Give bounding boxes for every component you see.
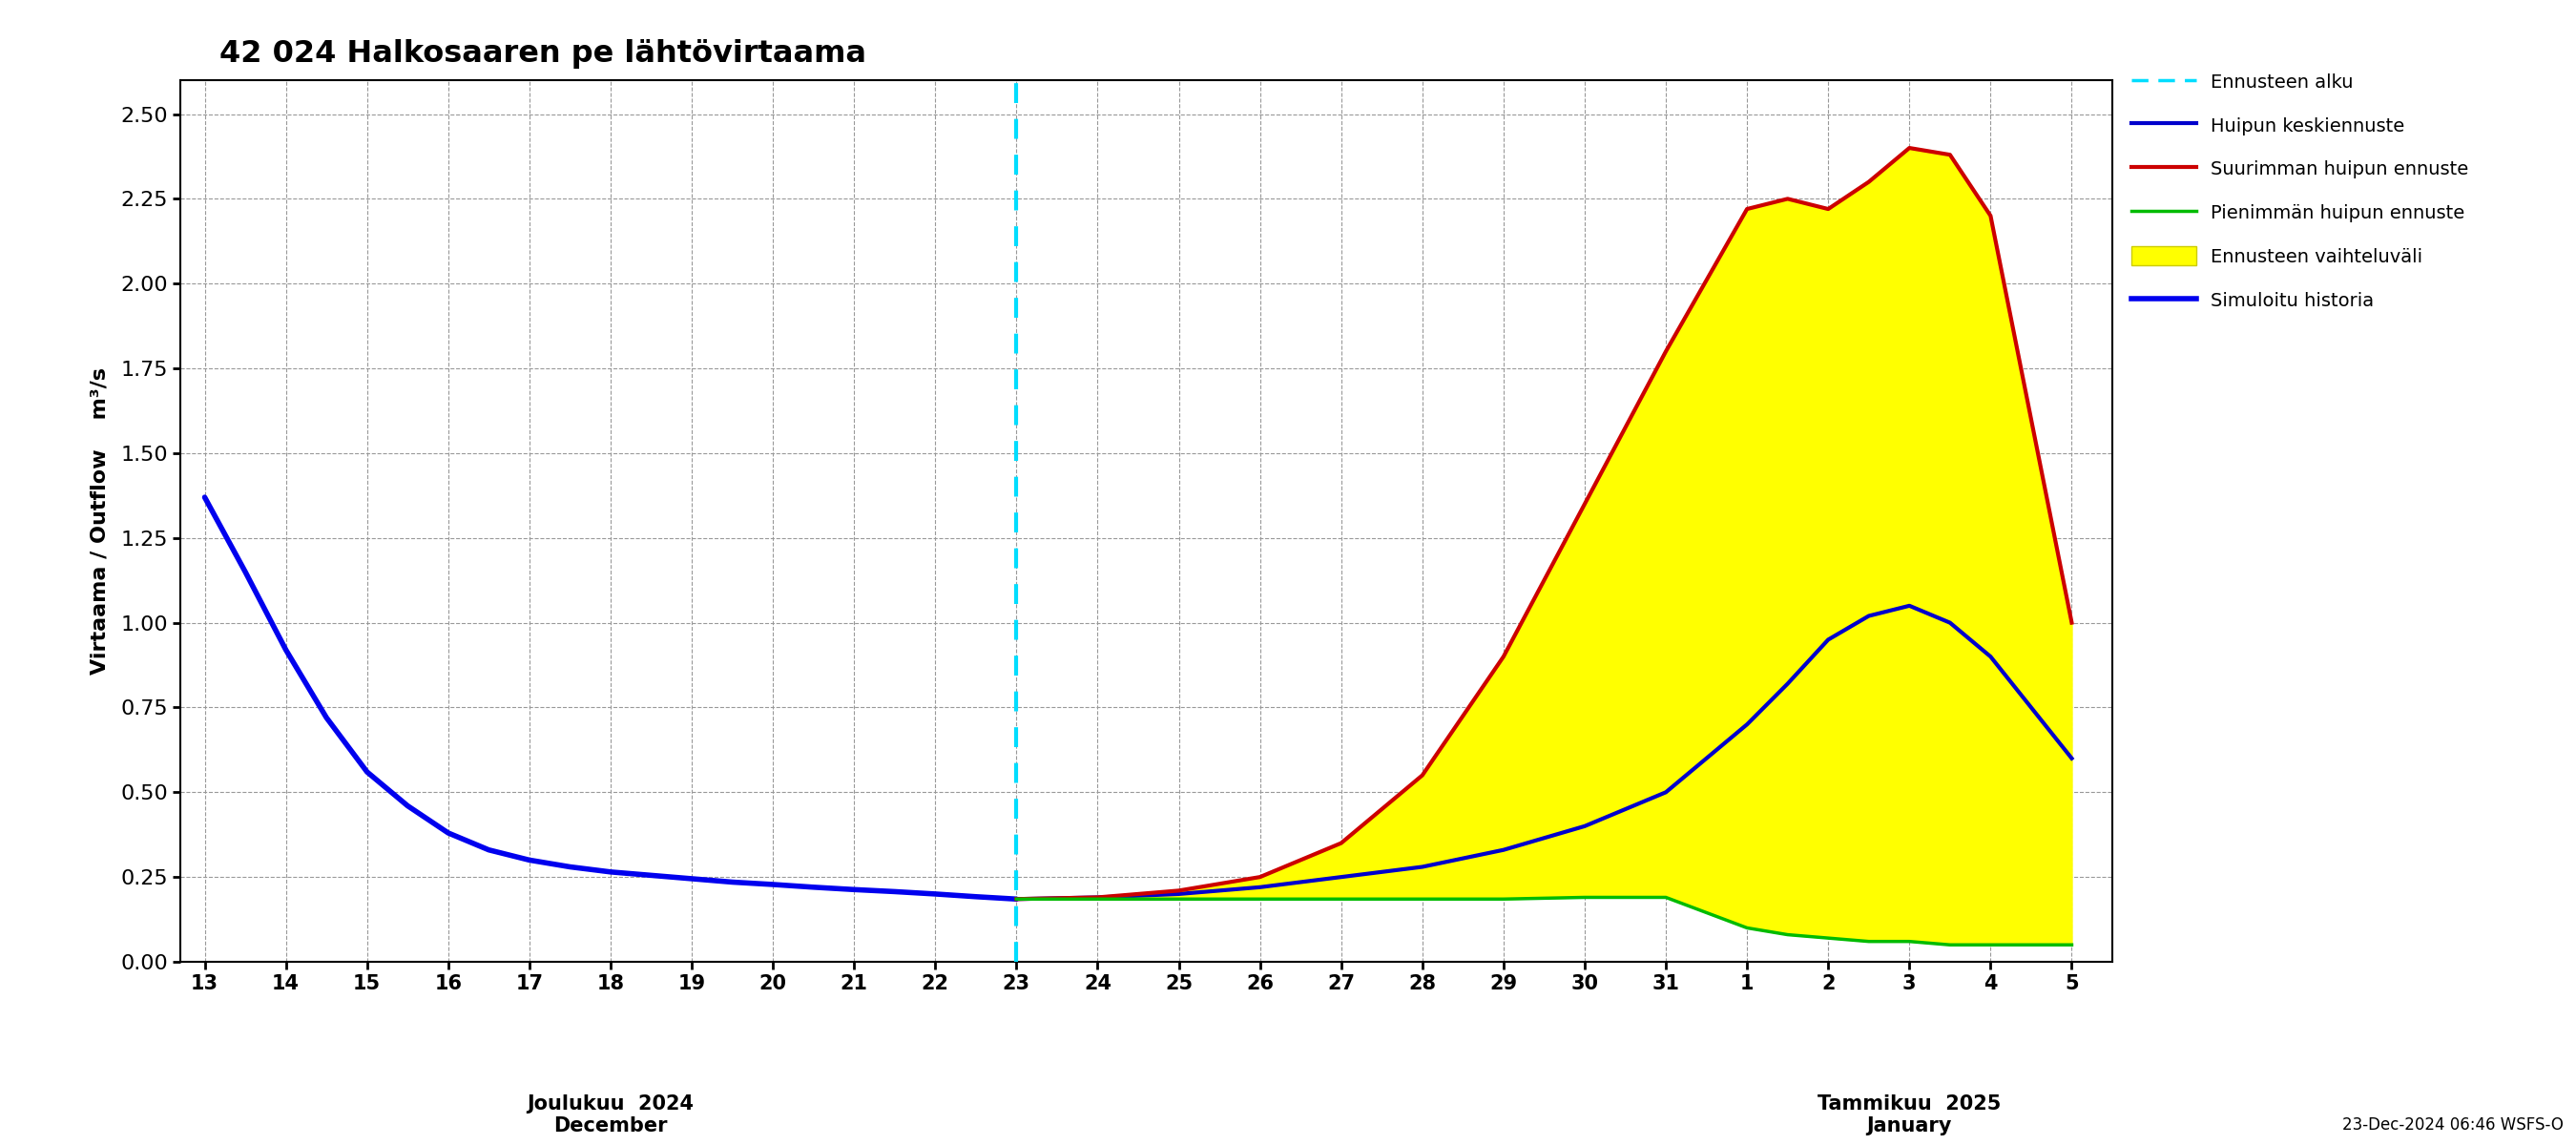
Legend: Ennusteen alku, Huipun keskiennuste, Suurimman huipun ennuste, Pienimmän huipun : Ennusteen alku, Huipun keskiennuste, Suu… <box>2130 72 2468 310</box>
Text: Tammikuu  2025
January: Tammikuu 2025 January <box>1819 1095 2002 1135</box>
Text: 42 024 Halkosaaren pe lähtövirtaama: 42 024 Halkosaaren pe lähtövirtaama <box>219 39 866 69</box>
Text: Joulukuu  2024
December: Joulukuu 2024 December <box>528 1095 693 1135</box>
Y-axis label: Virtaama / Outflow    m³/s: Virtaama / Outflow m³/s <box>90 368 111 674</box>
Text: 23-Dec-2024 06:46 WSFS-O: 23-Dec-2024 06:46 WSFS-O <box>2342 1116 2563 1134</box>
